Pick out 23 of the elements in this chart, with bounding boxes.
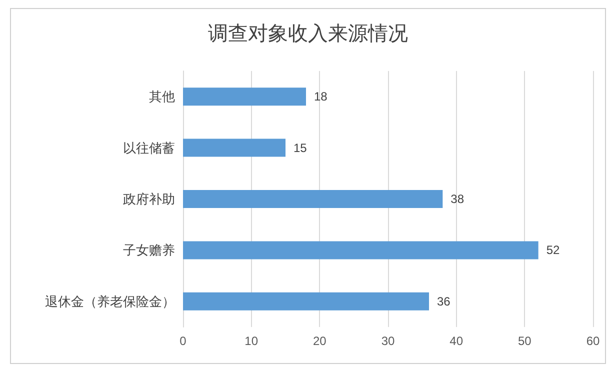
data-label: 38 bbox=[450, 192, 464, 206]
bar bbox=[183, 138, 286, 157]
data-label: 52 bbox=[546, 243, 560, 258]
x-tick-label: 60 bbox=[586, 334, 600, 348]
x-tick-label: 10 bbox=[244, 334, 258, 348]
y-tick-label: 以往储蓄 bbox=[123, 140, 175, 156]
bar bbox=[183, 241, 538, 260]
y-tick-label: 其他 bbox=[149, 89, 175, 104]
bar bbox=[183, 190, 443, 208]
x-tick-label: 50 bbox=[518, 334, 532, 348]
x-tick-label: 20 bbox=[312, 334, 327, 348]
y-tick-label: 退休金（养老保险金） bbox=[45, 294, 175, 309]
y-tick-label: 政府补助 bbox=[123, 192, 175, 206]
bar bbox=[183, 292, 429, 310]
chart-title: 调查对象收入来源情况 bbox=[208, 23, 408, 45]
x-tick-label: 40 bbox=[450, 334, 464, 348]
x-tick-label: 0 bbox=[180, 334, 187, 348]
x-tick-label: 30 bbox=[381, 334, 395, 348]
data-label: 36 bbox=[437, 294, 451, 308]
data-label: 15 bbox=[294, 140, 308, 155]
bar bbox=[183, 88, 306, 106]
data-label: 18 bbox=[314, 90, 328, 104]
y-tick-label: 子女赡养 bbox=[123, 242, 175, 258]
